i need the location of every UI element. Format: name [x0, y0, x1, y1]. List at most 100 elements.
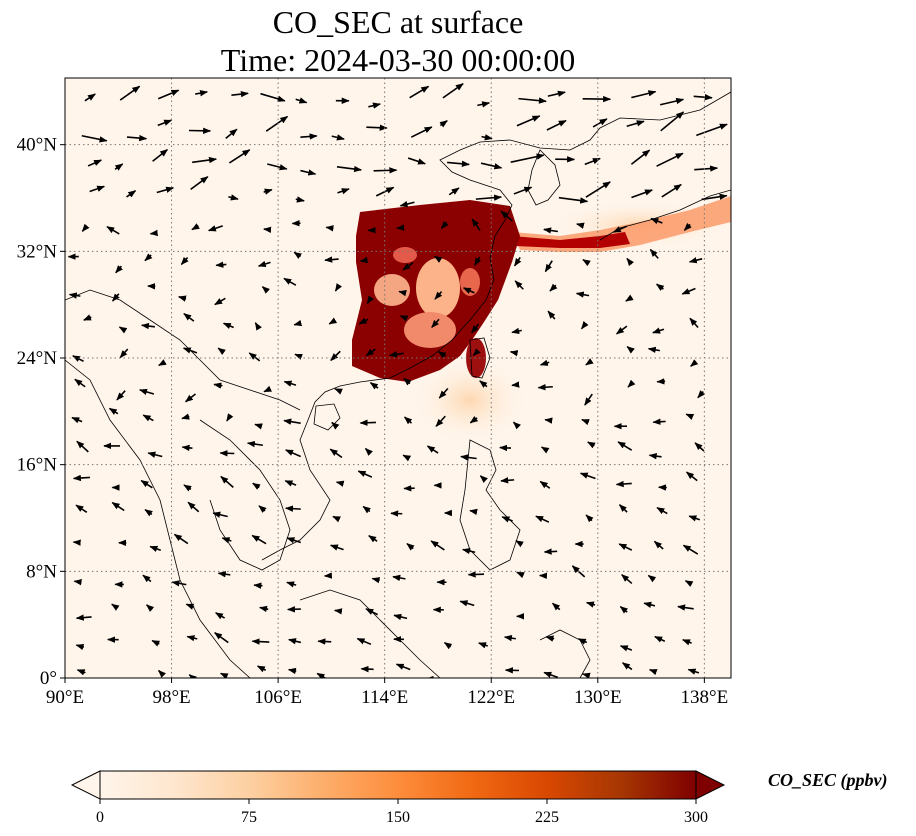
wind-arrow: [141, 322, 155, 330]
wind-arrow: [157, 89, 180, 100]
wind-arrow: [434, 291, 443, 300]
colorbar-tick-label: 75: [241, 809, 257, 826]
wind-arrow: [677, 604, 694, 611]
wind-arrow: [156, 186, 175, 194]
wind-arrow: [621, 662, 633, 671]
wind-arrow: [258, 505, 267, 513]
wind-arrow: [214, 297, 226, 306]
wind-arrow: [688, 257, 703, 264]
wind-arrow: [696, 123, 728, 137]
wind-arrow: [585, 358, 594, 366]
wind-arrow: [656, 152, 684, 167]
wind-arrow: [360, 665, 374, 673]
wind-arrow: [142, 574, 152, 583]
wind-arrow: [330, 350, 341, 361]
wind-arrow: [359, 256, 369, 264]
wind-arrow: [285, 505, 301, 512]
wind-arrow: [283, 418, 301, 425]
wind-arrow: [655, 283, 665, 292]
wind-arrow: [220, 475, 234, 488]
wind-arrow: [254, 322, 262, 331]
wind-arrow: [293, 251, 302, 259]
wind-arrow: [328, 317, 338, 325]
wind-arrow: [260, 92, 286, 102]
wind-arrow: [694, 442, 705, 452]
wind-arrow: [81, 134, 108, 143]
lat-tick-label: 40°N: [17, 135, 58, 156]
wind-arrow: [650, 217, 663, 225]
wind-arrow: [254, 423, 263, 430]
wind-arrow: [288, 638, 302, 645]
wind-arrow: [659, 97, 685, 106]
wind-arrow: [442, 83, 464, 99]
wind-arrow: [111, 293, 120, 302]
wind-arrow: [145, 604, 155, 612]
wind-arrow: [516, 571, 525, 579]
wind-arrow: [324, 256, 339, 263]
wind-arrow: [513, 257, 522, 267]
wind-arrow: [207, 225, 223, 232]
wind-arrow: [182, 347, 198, 354]
wind-arrow: [357, 470, 373, 478]
wind-arrow: [652, 327, 665, 334]
lon-tick-label: 130°E: [574, 687, 622, 708]
wind-arrow: [215, 612, 226, 620]
wind-arrow: [329, 448, 343, 459]
wind-arrow: [435, 415, 446, 427]
wind-arrow: [513, 186, 533, 195]
wind-arrow: [654, 635, 666, 643]
wind-arrow: [501, 516, 513, 523]
wind-arrow: [462, 287, 475, 294]
indochina-coast: [199, 419, 291, 571]
wind-arrow: [359, 419, 376, 426]
wind-arrow: [510, 153, 545, 163]
lon-tick-label: 90°E: [46, 687, 84, 708]
wind-arrow: [582, 259, 591, 267]
wind-arrow: [626, 257, 634, 267]
wind-arrow: [409, 85, 430, 99]
wind-arrow: [285, 449, 302, 458]
wind-arrow: [358, 317, 369, 325]
wind-arrow: [173, 533, 189, 545]
wind-arrow: [217, 571, 231, 578]
wind-arrow: [643, 601, 656, 609]
map-frame: [64, 77, 732, 679]
wind-arrow: [89, 185, 106, 193]
wind-arrow: [547, 310, 556, 320]
lat-tick-label: 32°N: [17, 241, 58, 262]
wind-arrow: [547, 90, 566, 97]
wind-arrow: [410, 126, 433, 138]
wind-arrow: [478, 642, 488, 649]
wind-arrow: [76, 669, 86, 676]
wind-arrow: [631, 90, 657, 99]
colorbar-tick-label: 225: [535, 809, 559, 826]
wind-arrow: [251, 534, 267, 545]
wind-arrow: [248, 352, 261, 362]
wind-arrow: [144, 253, 153, 262]
wind-arrow: [544, 417, 553, 424]
wind-arrow: [393, 613, 408, 621]
wind-arrow: [283, 277, 297, 286]
wind-arrow: [215, 261, 227, 268]
wind-arrow: [697, 390, 706, 399]
wind-arrow: [516, 115, 541, 127]
wind-arrow: [552, 602, 561, 611]
wind-arrow: [469, 415, 479, 424]
gridlines: [65, 78, 731, 678]
wind-arrow: [334, 388, 343, 395]
wind-arrow: [471, 218, 481, 231]
wind-arrow: [195, 90, 208, 97]
wind-arrow: [188, 674, 197, 678]
wind-arrow: [144, 509, 153, 517]
wind-arrow: [111, 501, 125, 512]
wind-arrow: [228, 194, 239, 201]
wind-arrow: [219, 450, 235, 457]
wind-arrow: [661, 183, 682, 198]
wind-arrow: [543, 548, 558, 555]
plume-hole-3: [404, 312, 456, 348]
wind-arrow: [191, 223, 200, 231]
wind-arrow: [221, 537, 232, 544]
wind-arrow: [448, 187, 460, 196]
wind-arrow: [459, 600, 475, 607]
wind-arrow: [544, 260, 553, 273]
